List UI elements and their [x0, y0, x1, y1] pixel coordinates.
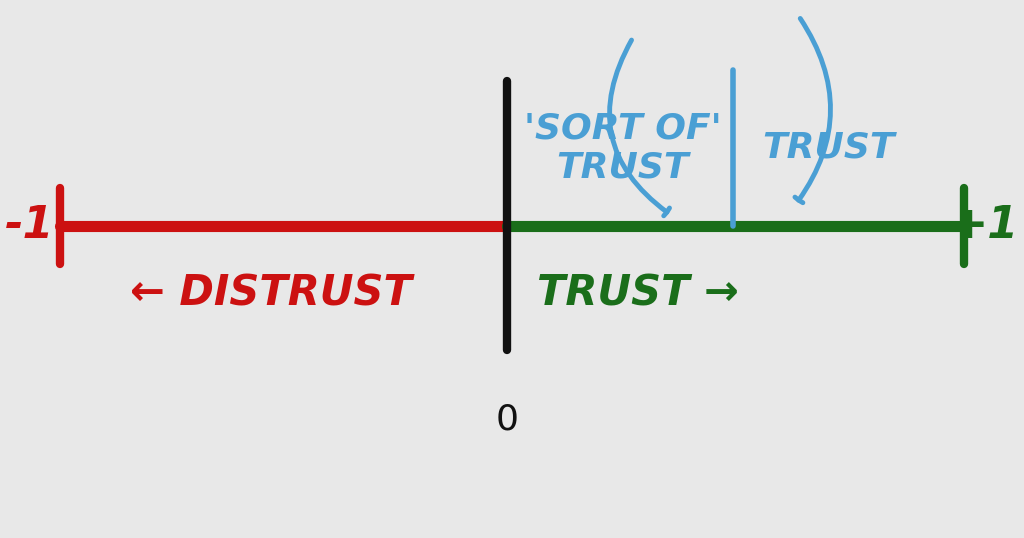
Text: -1: -1	[5, 204, 54, 247]
Text: ← DISTRUST: ← DISTRUST	[130, 272, 412, 314]
Text: TRUST →: TRUST →	[537, 272, 739, 314]
Text: 0: 0	[496, 402, 519, 437]
Text: TRUST: TRUST	[763, 131, 895, 165]
Text: 'SORT OF'
TRUST: 'SORT OF' TRUST	[524, 111, 722, 185]
Text: +1: +1	[950, 204, 1019, 247]
